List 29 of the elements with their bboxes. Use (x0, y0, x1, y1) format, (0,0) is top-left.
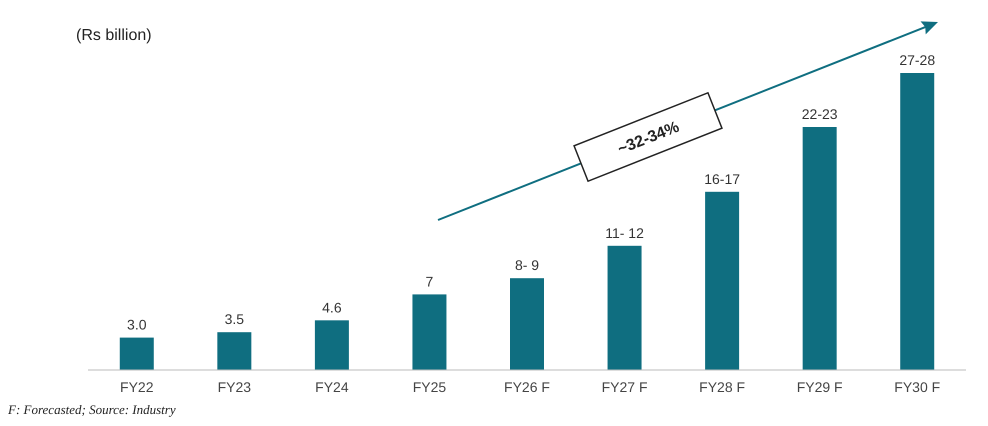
data-label: 8- 9 (514, 257, 540, 274)
data-label: 7 (426, 273, 434, 290)
x-tick-label: FY24 (315, 379, 349, 395)
bar (705, 192, 740, 370)
bar (120, 338, 154, 370)
data-label: 27-28 (899, 52, 936, 68)
x-tick-label: FY29 F (796, 379, 843, 395)
data-label: 16-17 (704, 170, 740, 187)
x-tick-label: FY27 F (602, 379, 648, 395)
x-tick-label: FY25 (412, 379, 446, 395)
bar (802, 127, 837, 370)
x-tick-label: FY30 F (894, 379, 940, 395)
data-label: 22-23 (802, 106, 838, 122)
bar (900, 73, 934, 370)
bar (510, 278, 544, 370)
y-axis-title: (Rs billion) (76, 27, 152, 44)
text: F: Forecasted; Source: Industry (7, 402, 176, 417)
data-label: 4.6 (322, 299, 342, 316)
data-label: 11- 12 (605, 224, 644, 241)
bar (314, 320, 349, 370)
data-label: 3.0 (127, 316, 147, 333)
bar (217, 332, 252, 370)
bar (412, 294, 446, 370)
data-label: 3.5 (224, 311, 244, 328)
x-tick-label: FY22 (120, 379, 154, 395)
x-tick-label: FY28 F (699, 379, 746, 395)
x-tick-label: FY26 F (504, 379, 550, 395)
x-tick-label: FY23 (218, 379, 252, 395)
bar (608, 246, 642, 370)
